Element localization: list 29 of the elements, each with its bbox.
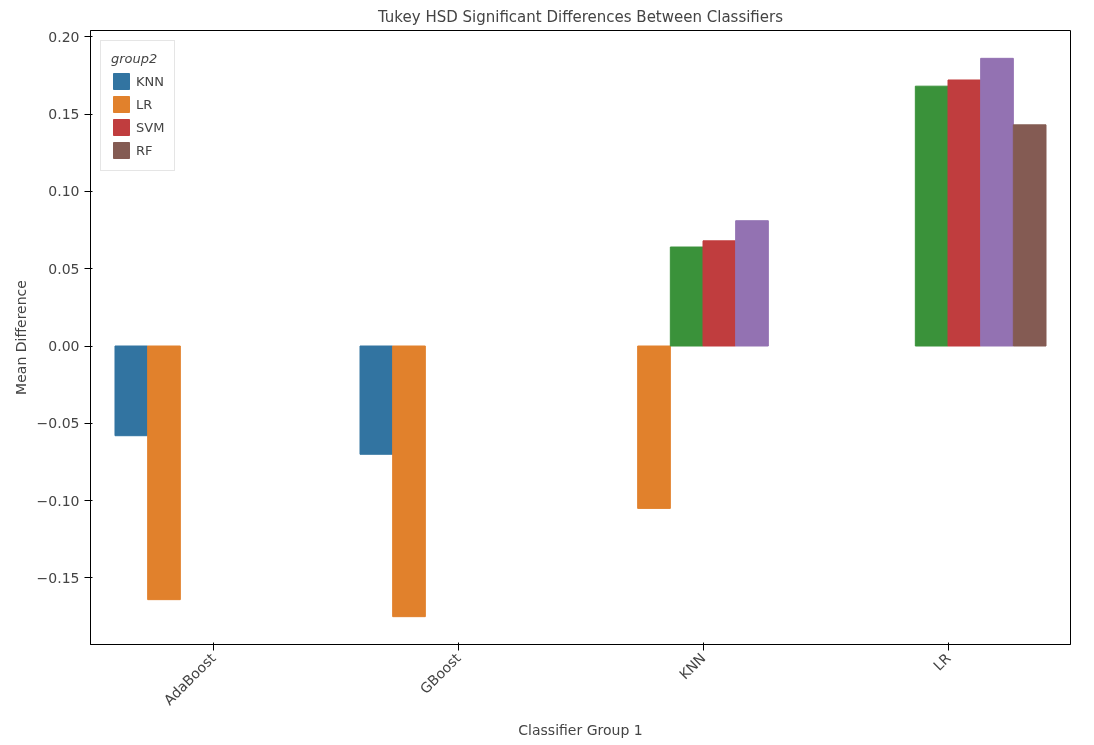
legend-label: SVM bbox=[136, 119, 165, 135]
chart-title: Tukey HSD Significant Differences Between Classifiers bbox=[376, 7, 784, 26]
bar bbox=[702, 240, 737, 347]
bar bbox=[980, 57, 1014, 347]
y-tick-label: 0.10 bbox=[48, 183, 80, 200]
y-tick-label: −0.15 bbox=[36, 570, 80, 586]
y-tick-label: 0.05 bbox=[48, 260, 80, 277]
bar bbox=[947, 79, 982, 347]
y-tick-label: −0.10 bbox=[36, 492, 80, 509]
x-axis-title: Classifier Group 1 bbox=[518, 721, 643, 738]
bar bbox=[735, 220, 769, 347]
bar bbox=[669, 246, 704, 347]
bar bbox=[114, 345, 149, 437]
bar bbox=[637, 345, 671, 509]
legend-label: LR bbox=[136, 96, 154, 112]
x-tick-label: LR bbox=[929, 649, 954, 674]
bar bbox=[392, 345, 426, 618]
bar bbox=[359, 345, 394, 455]
y-tick-label: −0.05 bbox=[36, 415, 80, 432]
y-axis-title: Mean Difference bbox=[12, 280, 29, 395]
legend-label: KNN bbox=[136, 73, 164, 89]
y-tick-label: 0.15 bbox=[48, 106, 80, 123]
y-tick-label: 0.00 bbox=[48, 338, 80, 355]
bar bbox=[1012, 124, 1047, 347]
bar bbox=[914, 85, 949, 347]
y-tick-label: 0.20 bbox=[48, 28, 80, 45]
legend-label: RF bbox=[136, 142, 154, 158]
legend-title: group2 bbox=[111, 51, 159, 66]
bar bbox=[147, 345, 181, 601]
